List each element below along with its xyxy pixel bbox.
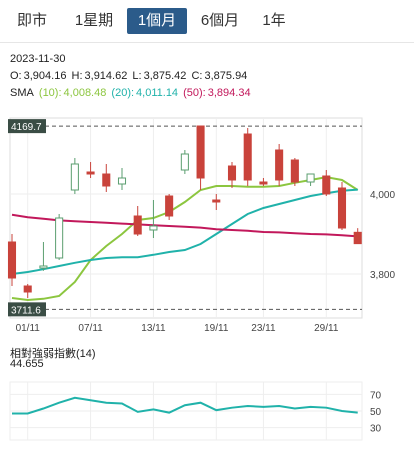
candle	[227, 162, 237, 188]
low-value: 3,875.42	[143, 70, 187, 82]
rsi-value: 44.655	[10, 358, 44, 370]
close-label: C:	[191, 70, 203, 82]
tabs-divider	[0, 42, 414, 43]
max-price-label: 4169.7	[11, 122, 42, 133]
candle	[7, 234, 17, 286]
close-value: 3,875.94	[204, 70, 248, 82]
candle-body	[7, 241, 17, 279]
sma50-label: (50):	[183, 87, 206, 99]
candle	[180, 150, 189, 174]
high-label: H:	[71, 70, 83, 82]
y-tick-label: 3,800	[370, 270, 395, 281]
candle	[275, 144, 284, 186]
sma20-label: (20):	[111, 87, 135, 99]
candle-body	[337, 187, 347, 229]
tab-1-month[interactable]: 1個月	[127, 8, 187, 34]
x-tick-label: 13/11	[141, 323, 166, 334]
candle-body	[259, 181, 268, 185]
tab-6-months[interactable]: 6個月	[200, 12, 240, 29]
x-tick-label: 29/11	[314, 323, 339, 334]
rsi-period: (14)	[76, 348, 96, 360]
candle-body	[227, 165, 237, 181]
candle-body	[23, 285, 32, 293]
candle-body	[117, 177, 127, 185]
high-value: 3,914.62	[84, 70, 128, 82]
tab-intraday[interactable]: 即市	[16, 12, 47, 29]
candle-body	[165, 195, 174, 217]
tab-1-year[interactable]: 1年	[262, 12, 286, 29]
candle	[23, 284, 32, 298]
period-tabs: 即市 1星期 1個月 6個月 1年	[0, 0, 414, 40]
candle-body	[133, 215, 142, 235]
candle-body	[180, 153, 189, 171]
sma10-value: 4,008.48	[63, 87, 107, 99]
rsi-y-tick-label: 30	[370, 424, 382, 435]
min-price-badge	[8, 302, 46, 317]
open-value: 3,904.16	[23, 70, 67, 82]
candle	[337, 182, 347, 230]
x-tick-label: 01/11	[16, 323, 41, 334]
candle	[259, 178, 268, 186]
rsi-y-tick-label: 50	[370, 407, 382, 418]
sma20-line	[11, 188, 358, 275]
ohlc-readout: O: 3,904.16 H: 3,914.62 L: 3,875.42 C: 3,875…	[10, 70, 249, 82]
candle	[55, 214, 64, 260]
quote-date: 2023-11-30	[10, 53, 66, 65]
max-price-badge	[8, 119, 46, 134]
rsi-line	[12, 396, 358, 415]
sma10-label: (10):	[38, 87, 62, 99]
sma10-line	[11, 176, 359, 302]
candle-body	[353, 231, 362, 245]
sma50-line	[11, 213, 358, 238]
candle	[117, 168, 127, 190]
candle-body	[102, 173, 111, 187]
candle-body	[70, 163, 79, 191]
candle-body	[149, 225, 158, 231]
candle	[102, 164, 111, 192]
candle-body	[275, 149, 284, 181]
candle	[243, 128, 252, 186]
candle	[86, 162, 95, 178]
x-tick-label: 19/11	[204, 323, 229, 334]
rsi-title-label: 相對強弱指數	[10, 348, 76, 360]
tab-1-week[interactable]: 1星期	[74, 12, 114, 29]
candle-body	[39, 265, 48, 269]
min-price-label: 3711.6	[11, 305, 41, 316]
candle	[70, 158, 79, 194]
x-tick-label: 23/11	[251, 323, 276, 334]
candle	[306, 173, 315, 186]
candle	[133, 206, 142, 236]
x-tick-label: 07/11	[78, 323, 103, 334]
candle	[353, 228, 362, 245]
candle	[212, 194, 221, 210]
candle	[39, 242, 48, 271]
candle-body	[306, 173, 315, 183]
candle-body	[196, 125, 205, 179]
candle	[149, 200, 158, 238]
candle-body	[243, 133, 252, 181]
plot-frame	[9, 117, 363, 319]
candle-body	[55, 217, 64, 259]
candle-body	[212, 199, 221, 203]
candle-body	[86, 171, 95, 175]
sma20-value: 4,011.14	[136, 87, 179, 99]
low-label: L:	[132, 70, 142, 82]
sma-readout: SMA (10): 4,008.48 (20): 4,011.14 (50): 3,8…	[10, 87, 253, 99]
sma-label: SMA	[10, 87, 34, 99]
candle	[290, 158, 299, 186]
candle-body	[290, 159, 299, 183]
candle	[322, 170, 331, 196]
candle-body	[322, 175, 331, 195]
candle	[196, 125, 205, 190]
open-label: O:	[10, 70, 22, 82]
rsi-title: 相對強弱指數(14)	[10, 345, 96, 361]
y-tick-label: 4,000	[370, 190, 395, 201]
sma50-value: 3,894.34	[207, 87, 251, 99]
rsi-y-tick-label: 70	[370, 390, 382, 401]
candle	[165, 194, 174, 220]
rsi-frame	[9, 381, 363, 441]
